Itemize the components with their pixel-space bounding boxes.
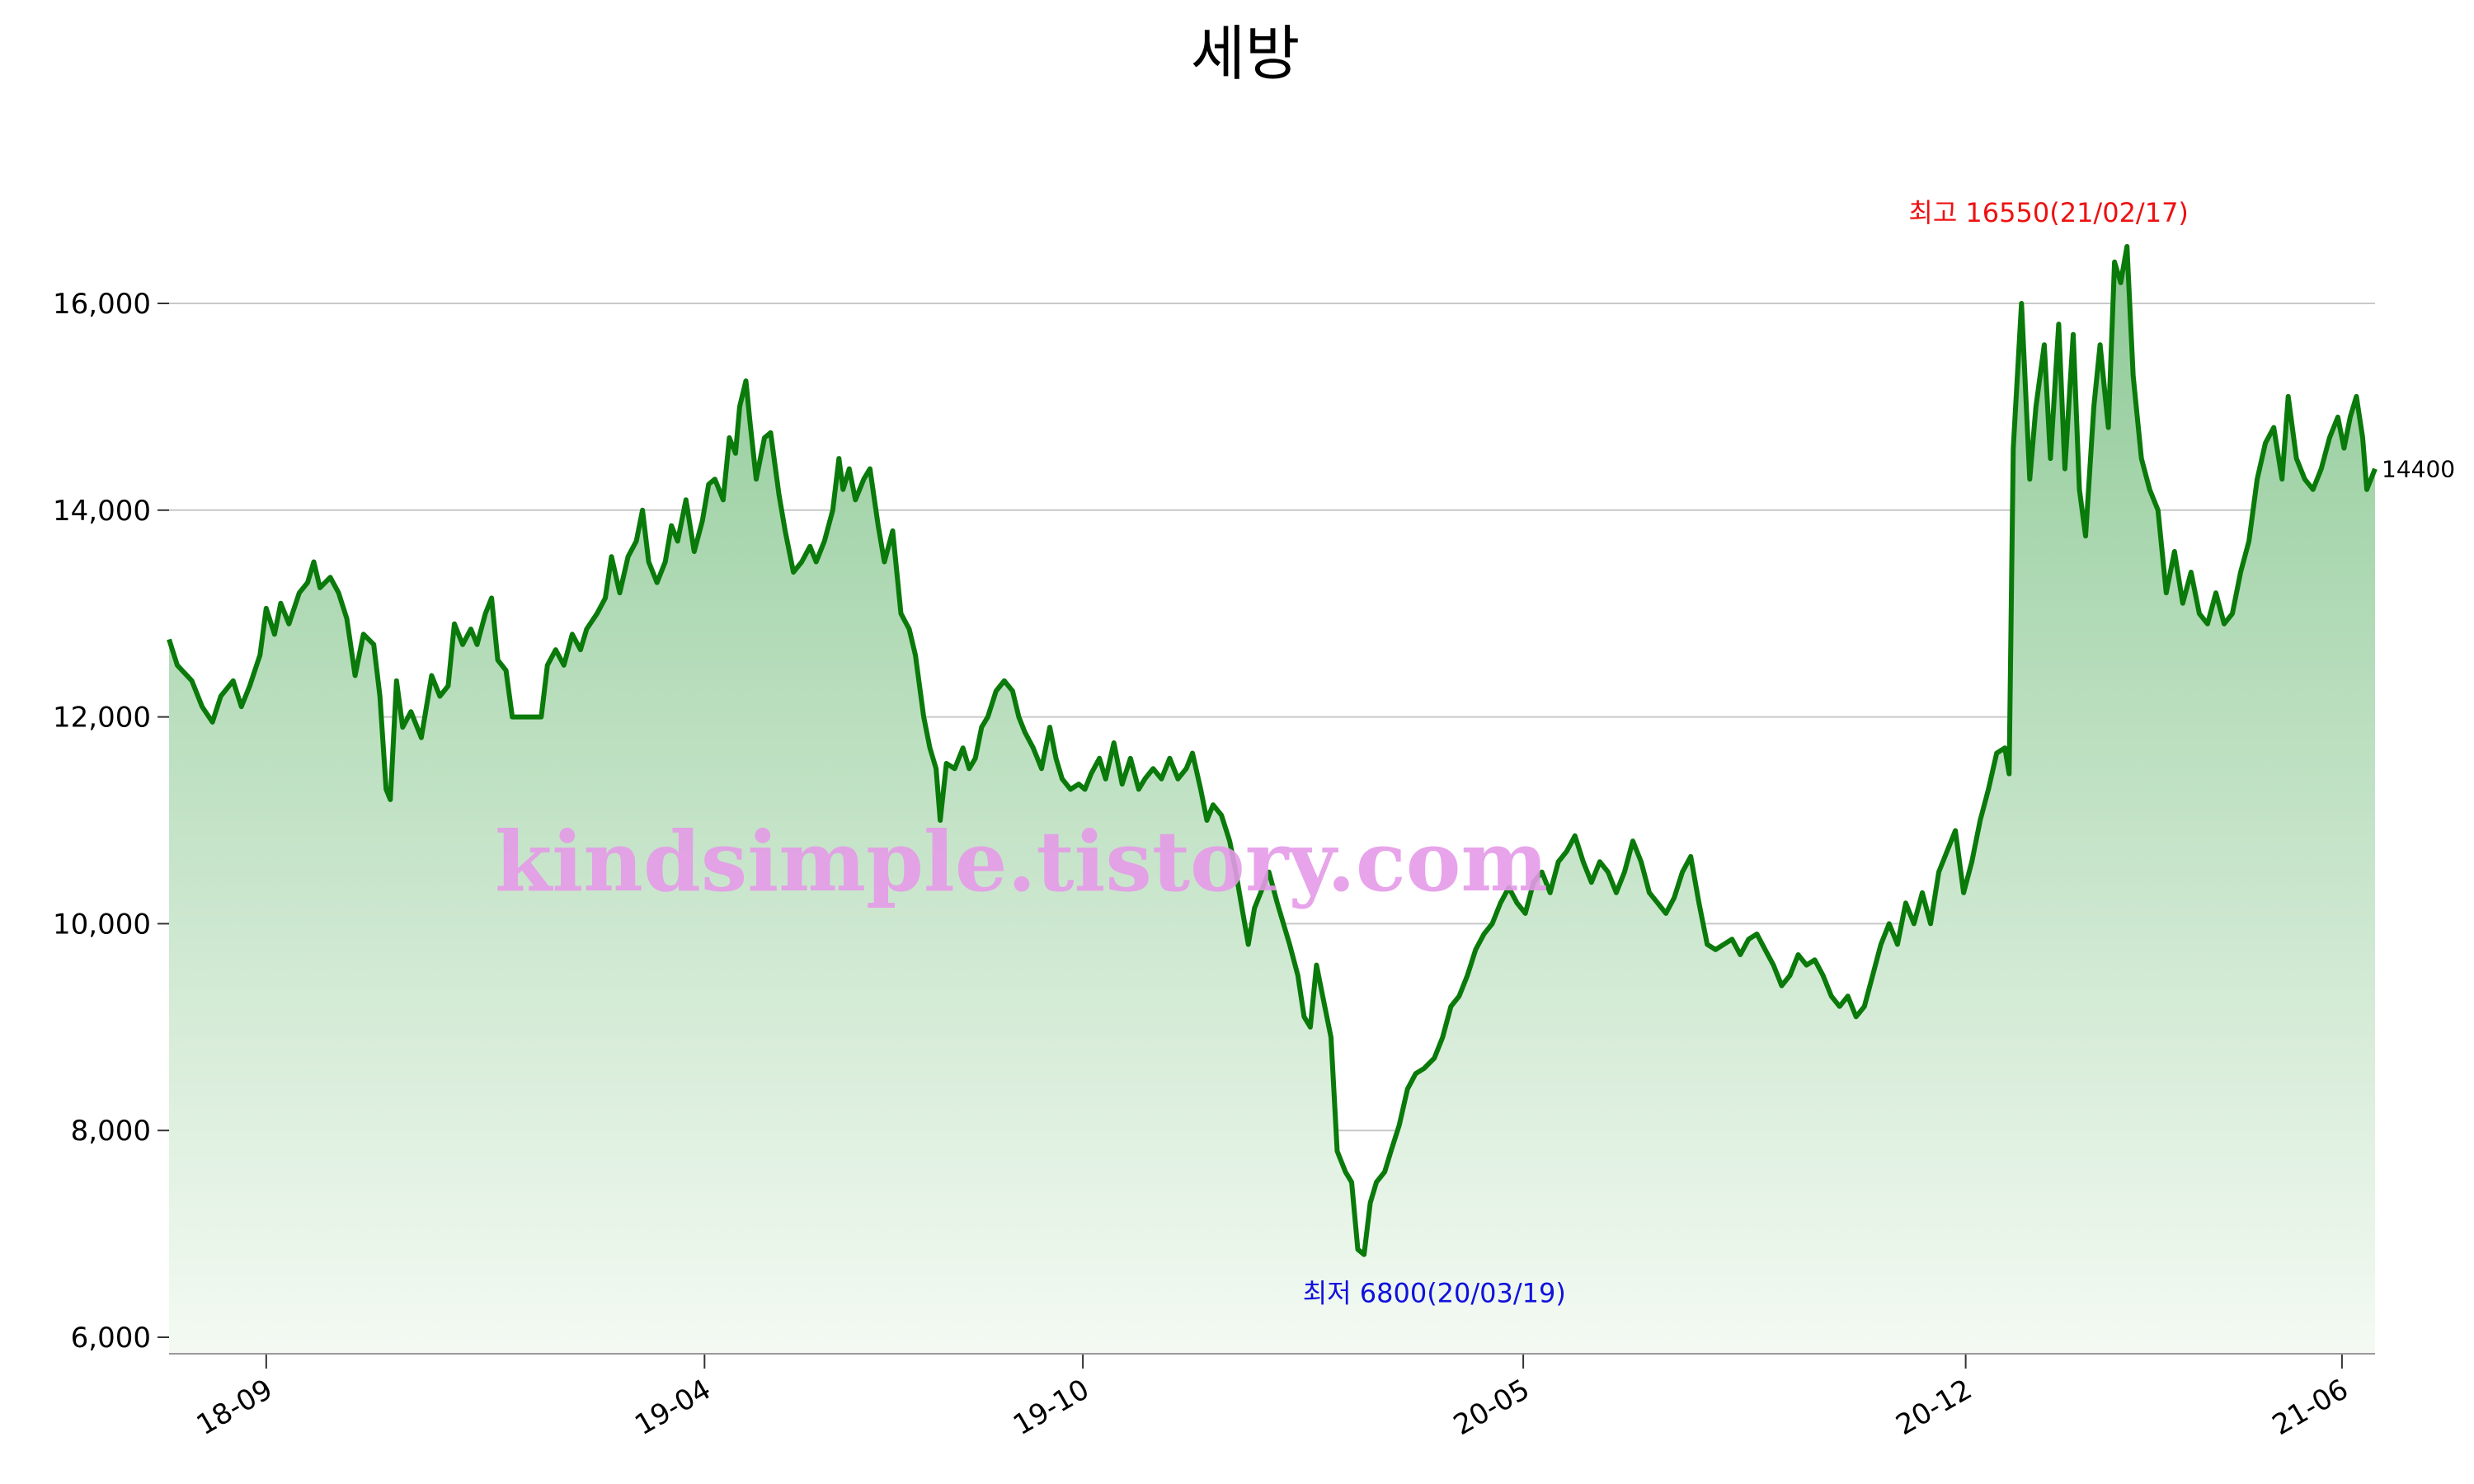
watermark: kindsimple.tistory.com — [495, 813, 1548, 910]
chart-title: 세방 — [1191, 19, 1300, 88]
x-tick-label: 20-05 — [1448, 1373, 1536, 1442]
y-tick-label: 6,000 — [71, 1322, 151, 1355]
y-tick-label: 8,000 — [71, 1115, 151, 1148]
y-tick-label: 12,000 — [53, 702, 151, 735]
y-tick-label: 16,000 — [53, 288, 151, 321]
x-tick-label: 20-12 — [1891, 1373, 1978, 1442]
x-tick-label: 21-06 — [2267, 1373, 2354, 1442]
last-price-label: 14400 — [2382, 456, 2455, 483]
price-line — [167, 244, 2378, 1257]
y-tick-label: 14,000 — [53, 495, 151, 528]
price-area-fill — [169, 247, 2375, 1354]
x-axis: 18-09 19-04 19-10 20-05 20-12 21-06 — [191, 1354, 2354, 1442]
y-axis: 6,000 8,000 10,000 12,000 14,000 16,000 — [53, 288, 169, 1355]
x-tick-label: 19-04 — [629, 1373, 717, 1442]
x-tick-label: 18-09 — [191, 1373, 279, 1442]
x-tick-label: 19-10 — [1008, 1373, 1095, 1442]
min-price-annotation: 최저 6800(20/03/19) — [1303, 1278, 1566, 1309]
max-price-annotation: 최고 16550(21/02/17) — [1908, 197, 2189, 228]
y-tick-label: 10,000 — [53, 908, 151, 941]
